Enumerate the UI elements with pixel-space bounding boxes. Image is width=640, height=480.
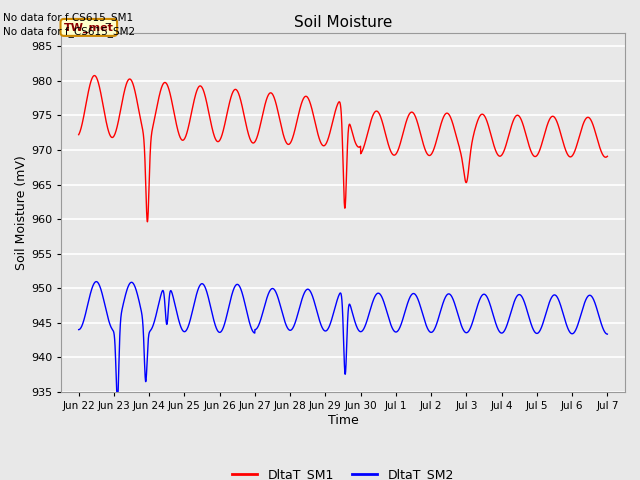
Line: DltaT_SM2: DltaT_SM2 [79, 282, 607, 402]
DltaT_SM2 [113, 399, 121, 405]
DltaT_SM2 [297, 300, 305, 305]
Y-axis label: Soil Moisture (mV): Soil Moisture (mV) [15, 155, 28, 270]
DltaT_SM2 [75, 327, 83, 333]
DltaT_SM1 [561, 145, 569, 151]
Text: No data for f CS615_SM1: No data for f CS615_SM1 [3, 12, 133, 23]
Text: TW_met: TW_met [64, 22, 114, 33]
Text: No data for f_CS615_SM2: No data for f_CS615_SM2 [3, 26, 135, 37]
DltaT_SM1 [75, 132, 83, 138]
DltaT_SM1 [326, 129, 334, 135]
DltaT_SM2 [326, 321, 334, 327]
DltaT_SM2 [588, 293, 595, 299]
DltaT_SM1 [459, 163, 467, 169]
DltaT_SM1 [604, 154, 611, 159]
Legend: DltaT_SM1, DltaT_SM2: DltaT_SM1, DltaT_SM2 [227, 463, 459, 480]
DltaT_SM2 [301, 288, 309, 294]
DltaT_SM1 [91, 72, 99, 78]
DltaT_SM2 [561, 317, 569, 323]
DltaT_SM2 [459, 326, 467, 332]
DltaT_SM1 [301, 94, 309, 99]
DltaT_SM1 [297, 102, 305, 108]
X-axis label: Time: Time [328, 414, 358, 427]
Line: DltaT_SM1: DltaT_SM1 [79, 75, 607, 222]
DltaT_SM1 [143, 219, 151, 225]
DltaT_SM2 [92, 279, 100, 285]
Title: Soil Moisture: Soil Moisture [294, 15, 392, 30]
DltaT_SM1 [588, 118, 595, 124]
DltaT_SM2 [604, 331, 611, 337]
